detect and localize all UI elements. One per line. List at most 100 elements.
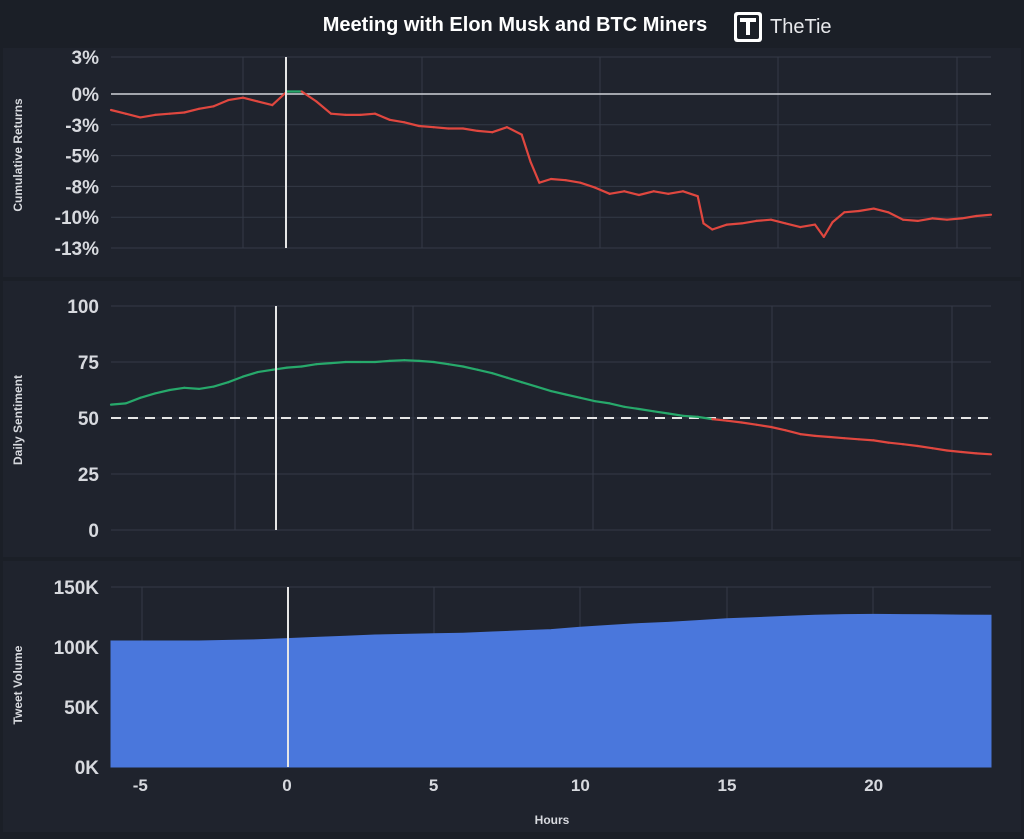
series-segment	[828, 435, 846, 440]
series-segment	[153, 112, 171, 117]
series-segment	[271, 90, 289, 107]
series-segment	[549, 390, 567, 396]
series-segment	[755, 423, 773, 429]
y-axis-label: Cumulative Returns	[11, 98, 25, 212]
series-segment	[388, 118, 406, 124]
y-tick-label: 0K	[75, 758, 100, 779]
series-segment	[711, 418, 729, 422]
series-segment	[109, 108, 127, 115]
series-segment	[153, 388, 171, 395]
panel-1: 3% 0% -3% -5% -8% -10% -13% Cumulative Returns	[3, 48, 1021, 277]
y-tick-label: 50K	[64, 698, 99, 719]
brand-name: TheTie	[770, 16, 832, 38]
series-segment	[623, 190, 641, 197]
series-segment	[975, 452, 993, 456]
series-segment	[505, 126, 523, 136]
series-segment	[637, 190, 655, 197]
panel-1-background	[3, 48, 1021, 277]
series-segment	[945, 217, 963, 221]
series-segment	[476, 368, 494, 375]
series-segment	[831, 211, 846, 224]
x-tick-label: 10	[571, 776, 590, 795]
series-segment	[432, 126, 450, 130]
series-segment	[960, 214, 978, 220]
panel-2: 100 75 50 25 0 Daily Sentiment	[3, 281, 1021, 557]
series-segment	[652, 190, 670, 195]
series-segment	[887, 441, 905, 446]
series-segment	[529, 160, 541, 184]
series-segment	[579, 181, 597, 189]
tweet-volume-area	[110, 613, 992, 768]
series-segment	[315, 100, 333, 115]
series-segment	[931, 447, 949, 452]
series-segment	[755, 218, 773, 222]
series-segment	[373, 359, 391, 364]
y-tick-label: -10%	[55, 208, 99, 229]
series-segment	[139, 113, 157, 119]
y-tick-label: 0%	[72, 85, 100, 106]
series-segment	[461, 365, 479, 371]
y-axis-label: Daily Sentiment	[11, 375, 25, 465]
y-tick-label: -13%	[55, 239, 99, 260]
series-segment	[564, 393, 582, 399]
series-segment	[124, 396, 142, 405]
series-segment	[403, 121, 421, 128]
series-segment	[843, 437, 861, 441]
series-segment	[549, 177, 567, 182]
series-segment	[197, 105, 215, 110]
series-segment	[256, 100, 274, 107]
series-segment	[857, 207, 875, 213]
y-tick-label: 50	[78, 409, 99, 430]
series-segment	[608, 402, 626, 408]
series-segment	[373, 112, 391, 121]
series-segment	[197, 385, 215, 390]
series-segment	[681, 190, 699, 198]
series-segment	[843, 209, 861, 214]
series-segment	[799, 433, 817, 437]
series-segment	[593, 400, 611, 405]
y-tick-label: 25	[78, 465, 100, 486]
panel-3: 150K 100K 50K 0K Tweet Volume -5 0 5 10 15 20	[3, 561, 1021, 832]
series-segment	[168, 111, 186, 115]
series-segment	[916, 444, 934, 450]
series-segment	[505, 376, 523, 384]
series-segment	[359, 112, 377, 117]
series-segment	[740, 219, 758, 225]
series-segment	[887, 211, 905, 221]
series-segment	[725, 419, 743, 424]
y-tick-label: 75	[78, 353, 100, 374]
series-segment	[241, 96, 259, 103]
series-segment	[520, 381, 538, 388]
series-segment	[491, 126, 509, 134]
series-segment	[109, 402, 127, 406]
series-segment	[975, 213, 993, 218]
y-tick-label: -5%	[65, 147, 99, 168]
series-segment	[256, 368, 274, 374]
series-segment	[916, 217, 934, 222]
series-segment	[168, 386, 186, 392]
series-segment	[652, 410, 670, 415]
series-segment	[227, 375, 245, 384]
series-segment	[667, 190, 685, 195]
series-segment	[329, 360, 347, 365]
series-segment	[608, 190, 626, 195]
series-segment	[476, 129, 494, 134]
series-segment	[300, 90, 318, 103]
series-segment	[461, 127, 479, 132]
series-segment	[702, 222, 714, 231]
series-segment	[813, 434, 831, 439]
y-tick-label: -3%	[65, 116, 99, 137]
brand-logo-icon	[734, 12, 762, 42]
x-axis-label: Hours	[535, 813, 570, 827]
series-segment	[784, 222, 802, 229]
series-segment	[564, 179, 582, 184]
x-tick-label: 20	[864, 776, 883, 795]
series-segment	[740, 421, 758, 426]
series-segment	[491, 372, 509, 379]
series-segment	[227, 96, 245, 102]
series-segment	[579, 396, 597, 403]
series-segment	[432, 360, 450, 366]
series-segment	[212, 381, 230, 388]
series-segment	[593, 186, 611, 195]
